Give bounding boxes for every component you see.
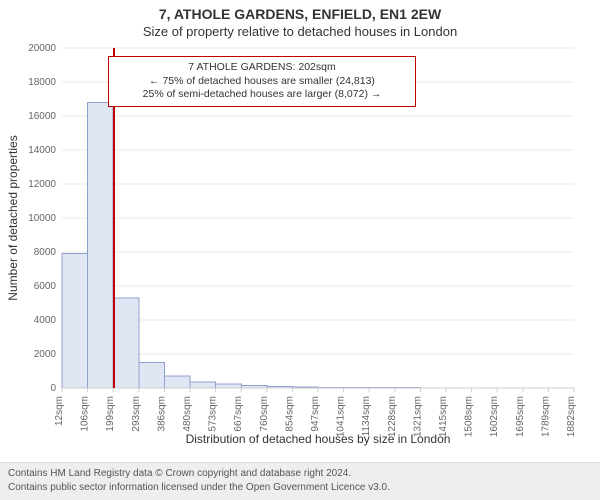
annotation-line-2: ← 75% of detached houses are smaller (24…	[117, 75, 407, 89]
svg-text:10000: 10000	[28, 213, 56, 224]
footer-line-1: Contains HM Land Registry data © Crown c…	[8, 467, 592, 481]
svg-text:106sqm: 106sqm	[80, 396, 91, 432]
chart-title: 7, ATHOLE GARDENS, ENFIELD, EN1 2EW	[0, 0, 600, 22]
svg-text:12sqm: 12sqm	[54, 396, 65, 426]
svg-text:6000: 6000	[34, 281, 57, 292]
svg-text:1695sqm: 1695sqm	[515, 396, 526, 437]
svg-text:1415sqm: 1415sqm	[438, 396, 449, 437]
svg-text:1134sqm: 1134sqm	[361, 396, 372, 436]
svg-text:667sqm: 667sqm	[233, 396, 244, 432]
svg-text:14000: 14000	[28, 145, 56, 156]
svg-text:760sqm: 760sqm	[259, 396, 270, 432]
svg-text:573sqm: 573sqm	[208, 396, 219, 432]
svg-text:0: 0	[50, 383, 56, 394]
svg-text:199sqm: 199sqm	[105, 396, 116, 432]
svg-text:1882sqm: 1882sqm	[566, 396, 577, 437]
svg-text:1789sqm: 1789sqm	[540, 396, 551, 437]
svg-text:16000: 16000	[28, 111, 56, 122]
footer-line-2: Contains public sector information licen…	[8, 481, 592, 495]
y-axis-label: Number of detached properties	[6, 48, 22, 388]
x-axis-label: Distribution of detached houses by size …	[62, 432, 574, 446]
svg-text:947sqm: 947sqm	[310, 396, 321, 432]
svg-text:1602sqm: 1602sqm	[489, 396, 500, 437]
annotation-box: 7 ATHOLE GARDENS: 202sqm ← 75% of detach…	[108, 56, 416, 107]
svg-text:20000: 20000	[28, 43, 56, 54]
svg-text:1041sqm: 1041sqm	[336, 396, 347, 437]
svg-text:386sqm: 386sqm	[156, 396, 167, 432]
svg-text:854sqm: 854sqm	[284, 396, 295, 432]
annotation-line-1: 7 ATHOLE GARDENS: 202sqm	[117, 61, 407, 75]
svg-text:1321sqm: 1321sqm	[412, 396, 423, 437]
annotation-line-3: 25% of semi-detached houses are larger (…	[117, 88, 407, 102]
chart-subtitle: Size of property relative to detached ho…	[0, 24, 600, 39]
svg-text:2000: 2000	[34, 349, 57, 360]
footer-attribution: Contains HM Land Registry data © Crown c…	[0, 462, 600, 500]
svg-text:18000: 18000	[28, 77, 56, 88]
svg-text:1508sqm: 1508sqm	[464, 396, 475, 437]
svg-text:1228sqm: 1228sqm	[387, 396, 398, 437]
svg-text:4000: 4000	[34, 315, 57, 326]
svg-text:480sqm: 480sqm	[182, 396, 193, 432]
svg-text:12000: 12000	[28, 179, 56, 190]
svg-text:293sqm: 293sqm	[131, 396, 142, 432]
svg-text:8000: 8000	[34, 247, 57, 258]
